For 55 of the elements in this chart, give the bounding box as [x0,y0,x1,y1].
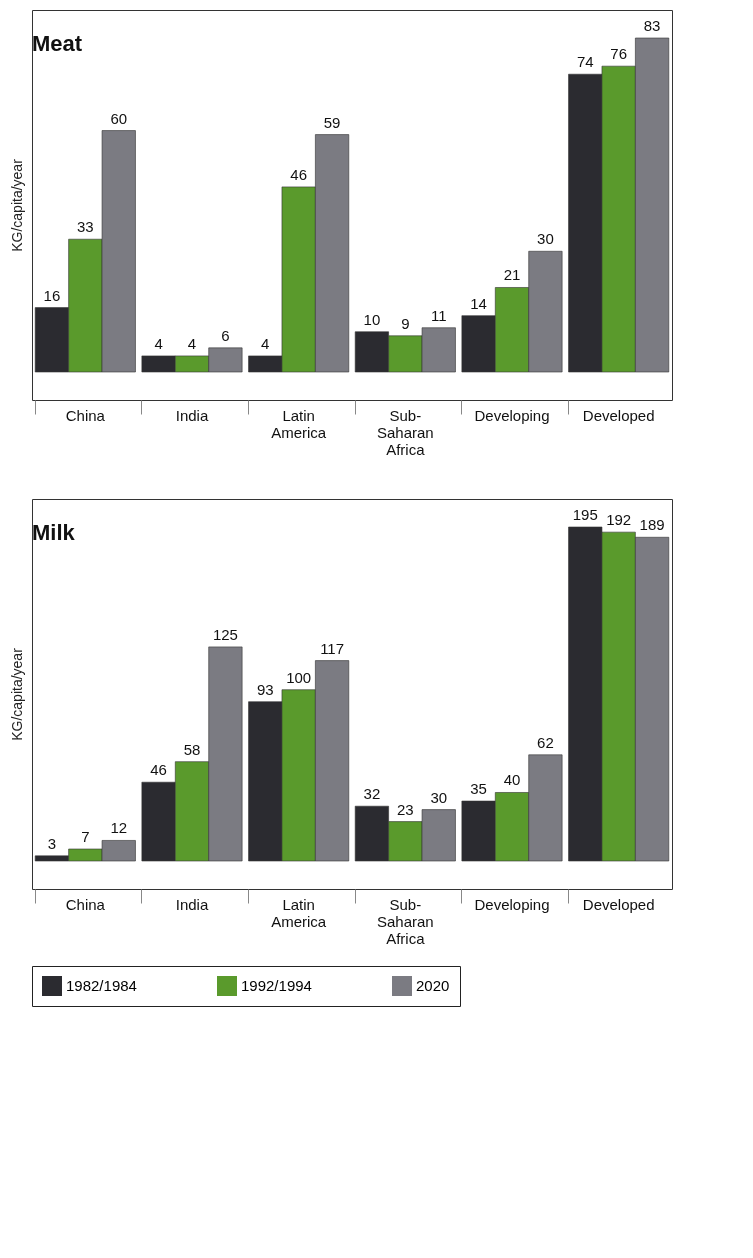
data-label: 16 [43,286,61,304]
x-tick-label: India [175,406,209,424]
x-tick-label: Latin America [271,895,327,930]
data-label: 30 [430,788,448,806]
legend-label: 1982/1984 [66,977,137,994]
data-label: 4 [187,334,197,352]
data-label: 46 [150,761,167,779]
data-label: 195 [572,506,598,523]
data-label: 83 [643,17,661,34]
data-label: 6 [221,326,230,344]
data-label: 21 [503,266,521,284]
x-tick-label: Developing [474,895,550,913]
x-tick-label: Latin America [271,406,327,441]
x-tick-label: India [175,895,209,913]
x-tick-label: Developed [582,895,655,913]
data-label: 33 [76,218,94,236]
x-tick-label: China [65,406,106,424]
data-label: 40 [503,771,521,789]
data-label: 76 [610,45,628,63]
data-label: 14 [470,294,487,312]
data-label: 4 [261,334,270,352]
data-label: 11 [430,306,447,324]
data-label: 32 [363,785,381,803]
x-tick-label: Developed [582,406,655,424]
data-label: 100 [286,668,312,686]
chart-title: Meat [32,31,83,56]
data-label: 35 [470,780,487,798]
chart-title: Milk [32,520,76,545]
data-label: 12 [110,819,128,837]
x-tick-label: Sub-Saharan Africa [376,895,434,947]
data-label: 93 [256,680,274,698]
data-label: 192 [606,511,632,529]
x-tick-label: China [65,895,106,913]
data-label: 59 [323,113,341,131]
legend-label: 1992/1994 [241,977,312,994]
data-label: 7 [81,828,90,846]
y-axis-title: KG/capita/year [8,647,25,741]
data-label: 117 [320,639,345,657]
data-label: 46 [290,165,308,183]
data-label: 60 [110,109,128,127]
data-label: 125 [212,625,238,643]
legend-label: 2020 [416,977,450,994]
data-label: 189 [639,516,665,534]
data-label: 10 [363,310,381,328]
x-tick-label: Sub-Saharan Africa [376,406,434,458]
y-axis-title: KG/capita/year [8,158,25,252]
data-label: 3 [47,834,57,852]
data-label: 74 [576,53,594,71]
data-label: 4 [154,334,163,352]
data-label: 23 [396,800,414,818]
data-label: 30 [537,230,554,248]
data-label: 62 [537,733,554,751]
data-label: 9 [401,314,410,332]
data-label: 58 [183,740,201,758]
x-tick-label: Developing [474,406,550,424]
